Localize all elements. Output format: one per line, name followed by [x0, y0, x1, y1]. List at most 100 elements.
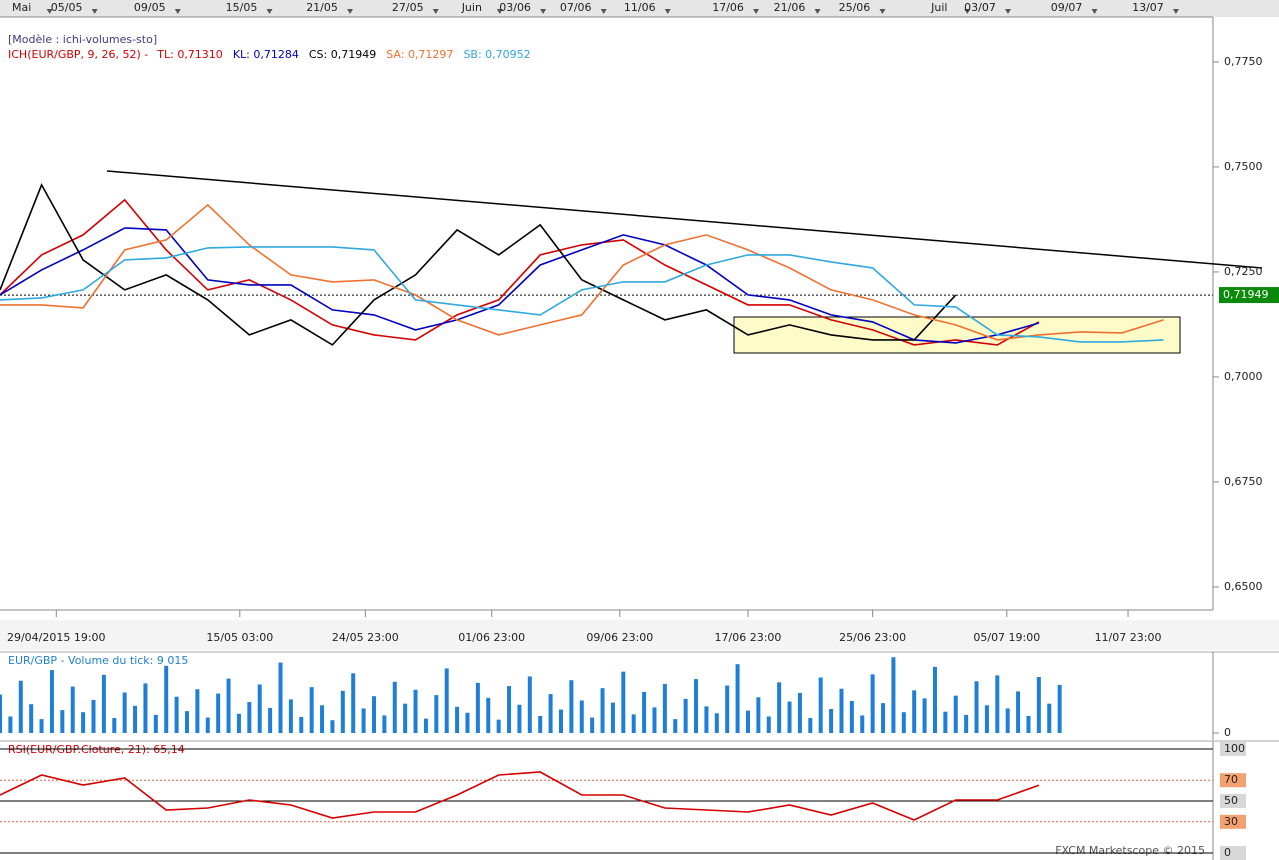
top-tick-label: 13/07	[1132, 1, 1164, 14]
bar	[236, 713, 241, 733]
footer: FXCM Marketscope © 2015	[1055, 844, 1205, 857]
y-tick-label: 0,7750	[1224, 55, 1263, 68]
top-tick-marker	[1091, 9, 1098, 14]
legend-entry: SA: 0,71297	[386, 48, 453, 61]
top-tick-marker	[540, 9, 547, 14]
bar	[652, 707, 657, 733]
top-tick-label: Mai	[12, 1, 31, 14]
bar	[486, 697, 491, 733]
y-tick-label: 0,7000	[1224, 370, 1263, 383]
bar	[340, 690, 345, 733]
top-tick-label: Juin	[461, 1, 482, 14]
bar	[673, 719, 678, 733]
top-tick-label: 27/05	[392, 1, 424, 14]
bar	[808, 718, 813, 733]
top-tick-marker	[879, 9, 886, 14]
bar	[662, 683, 667, 733]
bar	[974, 681, 979, 733]
series-line	[0, 183, 957, 346]
top-tick-label: Juil	[930, 1, 947, 14]
trend-line	[106, 170, 1263, 269]
bar	[0, 694, 2, 733]
bar	[299, 717, 304, 733]
bar	[683, 698, 688, 733]
top-tick-label: 09/07	[1051, 1, 1083, 14]
bar	[184, 711, 189, 733]
last-price-label: 0,71949	[1223, 288, 1269, 301]
last-price-bg	[1219, 287, 1279, 304]
legend-entry: KL: 0,71284	[233, 48, 299, 61]
bar	[507, 686, 512, 733]
top-tick-marker	[91, 9, 98, 14]
bar	[8, 716, 13, 733]
top-tick-label: 03/06	[499, 1, 531, 14]
bar	[538, 715, 543, 733]
bar	[953, 695, 958, 733]
bar	[278, 662, 283, 733]
bar	[60, 710, 65, 733]
bar	[517, 704, 522, 733]
bar	[91, 699, 96, 733]
bar	[247, 702, 252, 733]
y-tick-label: 0,6750	[1224, 475, 1263, 488]
y-tick-label: 50	[1224, 794, 1238, 807]
top-tick-label: 25/06	[839, 1, 871, 14]
bar	[18, 680, 23, 733]
bar	[288, 699, 293, 733]
bar	[829, 709, 834, 733]
bar	[818, 677, 823, 733]
template-label: [Modèle : ichi-volumes-sto]	[8, 33, 157, 46]
bar	[735, 664, 740, 733]
bar	[164, 665, 169, 733]
bar	[226, 678, 231, 733]
bar	[631, 714, 636, 733]
top-tick-marker	[753, 9, 760, 14]
bar	[548, 694, 553, 733]
bar	[1016, 691, 1021, 733]
top-tick-marker	[432, 9, 439, 14]
bar	[133, 705, 138, 733]
bar	[621, 671, 626, 733]
bar	[475, 682, 480, 733]
bar	[600, 688, 605, 733]
legend-entry: SB: 0,70952	[463, 48, 530, 61]
tick-label-bg	[1220, 794, 1246, 808]
top-tick-label: 21/05	[306, 1, 338, 14]
series-line	[0, 246, 1164, 343]
top-tick-label: 15/05	[226, 1, 258, 14]
y-tick-label: 0,7250	[1224, 265, 1263, 278]
bar	[839, 688, 844, 733]
bar	[205, 717, 210, 733]
bar	[984, 705, 989, 733]
top-tick-label: 11/06	[624, 1, 656, 14]
bar	[1047, 703, 1052, 733]
bar	[901, 712, 906, 733]
top-tick-label: 09/05	[134, 1, 166, 14]
bar	[351, 673, 356, 733]
legend: ICH(EUR/GBP, 9, 26, 52) - TL: 0,71310 KL: …	[8, 48, 531, 61]
top-tick-marker	[347, 9, 354, 14]
bar	[39, 719, 44, 733]
x-tick-label: 15/05 03:00	[206, 631, 273, 644]
bar	[101, 674, 106, 733]
legend-items: TL: 0,71310 KL: 0,71284 CS: 0,71949 SA: 0,7…	[156, 48, 530, 61]
top-tick-marker	[496, 9, 503, 14]
bar	[714, 713, 719, 733]
x-tick-label: 29/04/2015 19:00	[7, 631, 106, 644]
bar	[496, 719, 501, 733]
y-tick-label: 0	[1224, 726, 1231, 739]
bar	[558, 709, 563, 733]
top-tick-label: 21/06	[774, 1, 806, 14]
bar	[371, 696, 376, 733]
bar	[330, 720, 335, 733]
bar	[964, 714, 969, 733]
bar	[423, 718, 428, 733]
bar	[704, 706, 709, 733]
bar	[569, 680, 574, 733]
bar	[766, 716, 771, 733]
bar	[787, 701, 792, 733]
bar	[1005, 708, 1010, 733]
y-tick-label: 100	[1224, 742, 1245, 755]
bar	[49, 670, 54, 733]
